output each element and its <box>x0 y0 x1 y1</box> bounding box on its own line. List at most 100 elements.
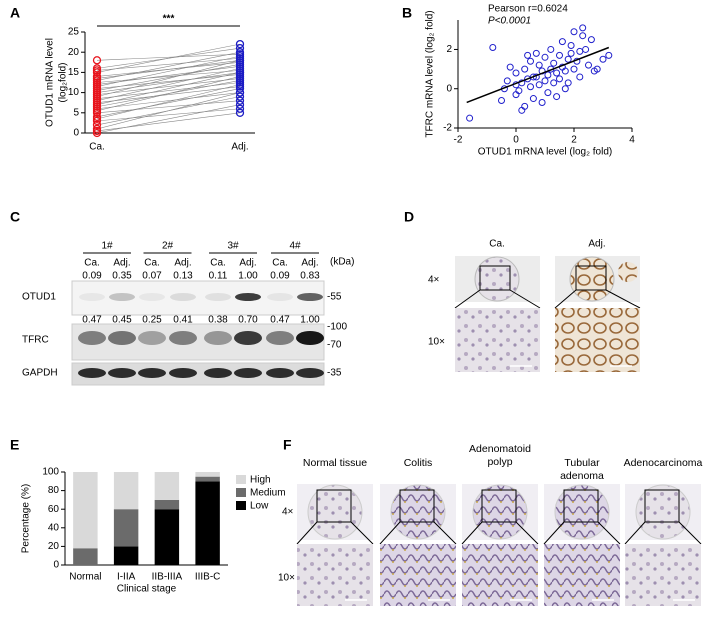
pair-line <box>96 72 241 93</box>
data-point <box>535 81 543 89</box>
data-point <box>235 58 245 67</box>
tissue-core <box>569 256 615 302</box>
pair-line <box>96 47 241 69</box>
blot-band <box>78 368 106 378</box>
blot-band <box>109 293 135 301</box>
y-axis-label: TFRC mRNA level (log₂ fold) <box>425 10 436 137</box>
data-point <box>527 57 534 65</box>
ratio-label: 0.41 <box>173 315 193 326</box>
legend-label: Medium <box>250 488 286 499</box>
pair-line <box>96 96 241 126</box>
ratio-label: 0.47 <box>270 315 290 326</box>
bar-segment <box>154 509 180 565</box>
legend-swatch <box>236 488 246 497</box>
data-point <box>235 74 245 83</box>
condition-label: Ca. <box>272 258 288 269</box>
y-tick-label: 0 <box>446 83 452 94</box>
data-point <box>235 39 245 49</box>
data-point <box>235 78 245 87</box>
ratio-label: 1.00 <box>300 315 320 326</box>
data-point <box>515 87 523 95</box>
ratio-label: 0.83 <box>300 271 320 282</box>
pair-line <box>96 74 241 89</box>
data-point <box>235 100 245 109</box>
pair-line <box>96 88 241 118</box>
blot-band <box>139 293 165 301</box>
magnification-label: 4× <box>282 507 294 518</box>
ratio-label: 0.09 <box>82 271 102 282</box>
protein-label: OTUD1 <box>22 292 56 303</box>
data-point <box>587 36 595 44</box>
tissue-core <box>554 484 610 540</box>
inset-box <box>316 489 352 523</box>
pair-line <box>96 66 241 85</box>
condition-label: Ca. <box>210 258 226 269</box>
data-point <box>489 43 497 51</box>
data-point <box>235 108 245 117</box>
data-point <box>570 65 578 73</box>
blot-band <box>78 331 106 345</box>
tissue-image <box>544 544 620 606</box>
blot-strip <box>71 362 325 386</box>
y-axis-label: (log₂fold) <box>58 62 69 102</box>
blot-band <box>138 368 166 378</box>
data-point <box>235 44 245 53</box>
ratio-label: 0.47 <box>82 315 102 326</box>
column-label: Ca. <box>489 239 505 250</box>
blot-band <box>296 331 324 345</box>
panel-letter: F <box>283 437 292 453</box>
pair-line <box>96 57 241 71</box>
data-point <box>235 62 245 71</box>
x-tick-label: 2 <box>571 135 577 146</box>
data-point <box>92 124 102 134</box>
ratio-label: 0.35 <box>112 271 132 282</box>
protein-label: TFRC <box>22 335 49 346</box>
blot-band <box>169 331 197 345</box>
regression-line <box>466 46 610 104</box>
pair-line <box>96 68 241 101</box>
tissue-image <box>625 544 701 606</box>
ratio-label: 1.00 <box>238 271 258 282</box>
data-point <box>550 59 558 67</box>
ratio-label: 0.38 <box>208 315 228 326</box>
y-tick-label: 40 <box>48 522 60 533</box>
bar-segment <box>195 481 220 565</box>
y-tick-label: 5 <box>73 107 79 118</box>
pair-line <box>96 70 241 83</box>
data-point <box>235 82 245 91</box>
pair-line <box>96 51 241 81</box>
y-tick-label: 0 <box>73 128 79 139</box>
pair-line <box>96 84 241 120</box>
inset-box <box>399 489 435 523</box>
data-point <box>599 55 607 63</box>
data-point <box>498 97 505 105</box>
y-tick-label: 100 <box>42 467 59 478</box>
data-point <box>541 53 549 61</box>
panel-letter: D <box>404 209 414 225</box>
zoom-line <box>461 521 539 545</box>
data-point <box>92 112 102 121</box>
pair-line <box>96 62 241 77</box>
blot-band <box>205 293 231 301</box>
data-point <box>561 67 569 75</box>
data-point <box>561 85 569 93</box>
data-point <box>532 49 540 57</box>
data-point <box>556 75 563 83</box>
pair-line <box>96 80 241 108</box>
pair-line <box>96 108 241 122</box>
data-point <box>535 61 543 69</box>
data-point <box>92 64 102 73</box>
data-point <box>585 61 592 69</box>
ratio-label: 0.70 <box>238 315 258 326</box>
data-point <box>538 98 546 106</box>
marker-label: -35 <box>327 368 342 379</box>
tissue-image <box>380 544 456 606</box>
zoom-line <box>296 521 374 545</box>
x-tick-label: I-IIA <box>117 572 136 583</box>
blot-band <box>267 293 293 301</box>
bar-segment <box>195 472 220 477</box>
y-tick-label: 20 <box>48 541 60 552</box>
magnification-label: 10× <box>278 573 295 584</box>
data-point <box>567 42 575 50</box>
